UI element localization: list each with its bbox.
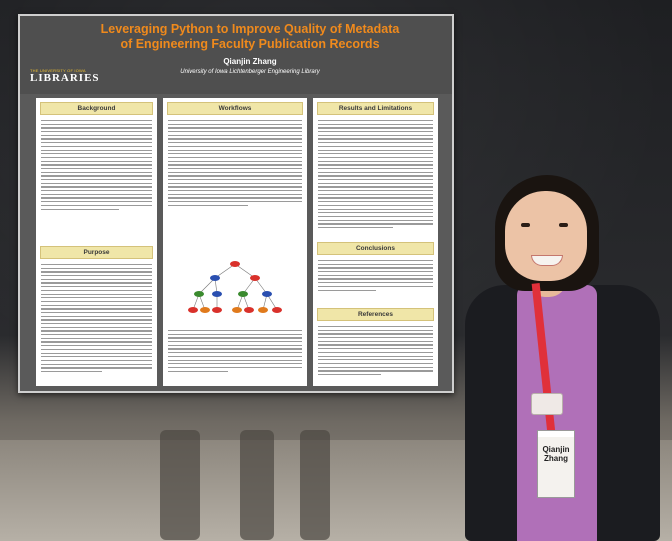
presenter-person: Qianjin Zhang <box>445 175 672 541</box>
section-heading-references: References <box>317 308 434 321</box>
name-badge: Qianjin Zhang <box>537 430 575 498</box>
body-text-placeholder <box>168 330 302 374</box>
background-person-legs <box>240 430 274 540</box>
section-heading-workflows: Workflows <box>167 102 303 115</box>
workflow-tree-diagram <box>188 261 282 313</box>
section-heading-purpose: Purpose <box>40 246 153 259</box>
background-person-legs <box>300 430 330 540</box>
body-text-placeholder <box>41 264 152 375</box>
body-text-placeholder <box>168 120 302 209</box>
university-logo: THE UNIVERSITY OF IOWA LIBRARIES <box>30 68 100 90</box>
body-text-placeholder <box>318 260 433 293</box>
poster-title: Leveraging Python to Improve Quality of … <box>100 22 400 51</box>
section-heading-background: Background <box>40 102 153 115</box>
badge-name: Qianjin Zhang <box>542 445 570 463</box>
section-heading-conclusions: Conclusions <box>317 242 434 255</box>
left-eye <box>521 223 530 227</box>
section-heading-results: Results and Limitations <box>317 102 434 115</box>
logo-line-1: THE UNIVERSITY OF IOWA <box>30 68 86 73</box>
face <box>505 191 587 281</box>
poster-affiliation: University of Iowa Lichtenberger Enginee… <box>180 69 320 75</box>
poster-author: Qianjin Zhang <box>223 57 277 66</box>
poster-header: THE UNIVERSITY OF IOWA LIBRARIES Leverag… <box>20 16 452 94</box>
logo-line-2: LIBRARIES <box>30 72 100 84</box>
research-poster: THE UNIVERSITY OF IOWA LIBRARIES Leverag… <box>18 14 454 393</box>
body-text-placeholder <box>41 120 152 212</box>
poster-column-middle: Workflows <box>163 98 307 386</box>
body-text-placeholder <box>318 326 433 378</box>
poster-column-right: Results and Limitations Conclusions Refe… <box>313 98 438 386</box>
right-eye <box>559 223 568 227</box>
background-person-legs <box>160 430 200 540</box>
lanyard-clip <box>531 393 563 415</box>
body-text-placeholder <box>318 120 433 231</box>
poster-column-left: Background Purpose <box>36 98 157 386</box>
